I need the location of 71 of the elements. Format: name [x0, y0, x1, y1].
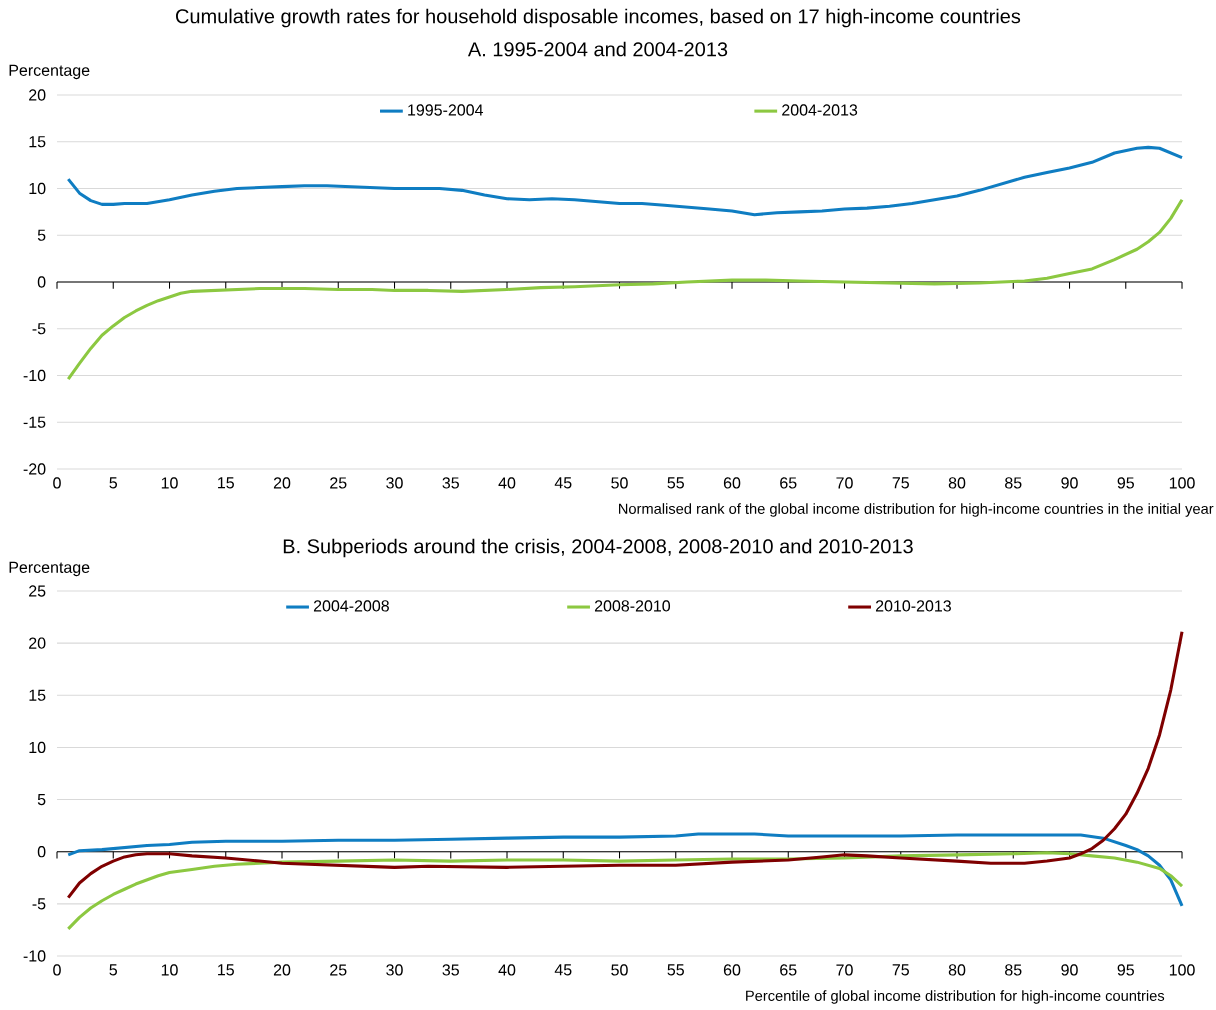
x-tick-label: 50: [611, 477, 628, 489]
chart-subtitle: A. 1995-2004 and 2004-2013: [467, 41, 728, 57]
legend-label: 2004-2008: [313, 600, 389, 612]
y-tick-label: 10: [29, 182, 46, 195]
x-axis-title: Percentile of global income distribution for high-income countries: [746, 990, 1165, 1004]
x-tick-label: 40: [498, 964, 516, 976]
x-tick-label: 20: [273, 964, 291, 976]
x-tick-label: 80: [948, 477, 966, 489]
x-tick-label: 90: [1061, 964, 1078, 976]
x-tick-label: 50: [611, 964, 628, 976]
x-axis-title: Normalised rank of the global income distribution for high-income countries in the initial year: [619, 503, 1214, 517]
y-tick-label: 25: [29, 585, 46, 597]
x-tick-label: 20: [273, 477, 291, 489]
x-tick-label: 90: [1061, 477, 1078, 489]
chart-title: Cumulative growth rates for household disposable incomes, based on 17 high-income countries: [176, 8, 1021, 28]
x-tick-label: 30: [386, 477, 403, 489]
x-tick-label: 80: [948, 964, 966, 976]
x-tick-label: 55: [667, 477, 684, 489]
x-tick-label: 85: [1005, 964, 1022, 976]
y-tick-label: -20: [23, 463, 46, 475]
legend-label: 1995-2004: [408, 104, 484, 116]
x-tick-label: 25: [330, 964, 347, 976]
x-tick-label: 100: [1169, 477, 1195, 489]
y-tick-label: 20: [29, 637, 46, 649]
x-tick-label: 45: [554, 964, 572, 976]
y-tick-label: 20: [29, 89, 46, 101]
y-tick-label: 5: [37, 229, 46, 241]
x-tick-label: 15: [218, 964, 234, 976]
y-tick-label: -5: [32, 323, 46, 335]
x-tick-label: 15: [218, 477, 234, 489]
y-tick-label: 10: [29, 741, 46, 754]
x-tick-label: 5: [109, 964, 118, 976]
y-axis-title: Percentage: [9, 64, 90, 80]
x-tick-label: 5: [109, 477, 118, 489]
x-tick-label: 65: [780, 964, 797, 976]
x-tick-label: 65: [780, 477, 797, 489]
x-tick-label: 0: [53, 477, 61, 489]
x-tick-label: 95: [1117, 964, 1134, 976]
x-tick-label: 55: [667, 964, 684, 976]
y-tick-label: 5: [37, 794, 46, 806]
x-tick-label: 40: [498, 477, 516, 489]
x-tick-label: 95: [1117, 477, 1134, 489]
x-tick-label: 70: [836, 477, 853, 489]
legend-label: 2008-2010: [594, 600, 671, 612]
x-tick-label: 10: [161, 964, 178, 976]
y-tick-label: 15: [29, 689, 46, 701]
y-tick-label: 15: [29, 136, 46, 148]
x-tick-label: 70: [836, 964, 853, 976]
x-tick-label: 75: [892, 964, 909, 976]
y-tick-label: -5: [32, 898, 46, 910]
x-tick-label: 0: [53, 964, 61, 976]
x-tick-label: 10: [161, 477, 178, 489]
x-tick-label: 45: [554, 477, 572, 489]
x-tick-label: 60: [723, 964, 741, 976]
y-axis-title: Percentage: [9, 561, 90, 577]
y-tick-label: -10: [23, 369, 46, 382]
y-tick-label: -15: [23, 416, 46, 428]
y-tick-label: 0: [37, 846, 46, 858]
x-tick-label: 100: [1169, 964, 1195, 976]
x-tick-label: 35: [442, 964, 459, 976]
y-tick-label: -10: [23, 950, 46, 962]
y-tick-label: 0: [37, 276, 46, 288]
x-tick-label: 25: [330, 477, 347, 489]
x-tick-label: 30: [386, 964, 403, 976]
chart-title: B. Subperiods around the crisis, 2004-2008, 2008-2010 and 2010-2013: [283, 538, 913, 558]
x-tick-label: 60: [723, 477, 741, 489]
x-tick-label: 35: [442, 477, 459, 489]
legend-label: 2010-2013: [875, 600, 951, 612]
x-tick-label: 75: [892, 477, 909, 489]
x-tick-label: 85: [1005, 477, 1022, 489]
legend-label: 2004-2013: [782, 104, 858, 116]
